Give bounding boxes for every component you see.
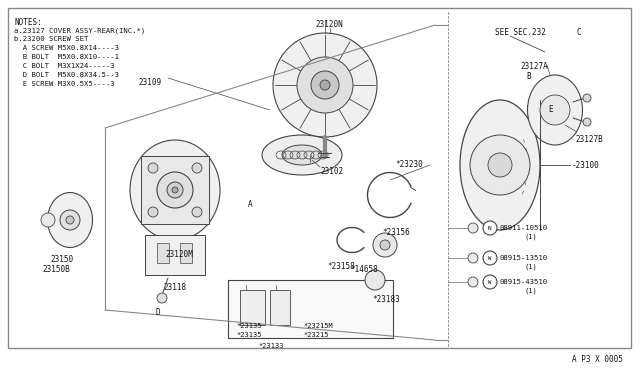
Circle shape <box>583 118 591 126</box>
Circle shape <box>192 163 202 173</box>
Circle shape <box>273 33 377 137</box>
Text: A SCREW M5X0.8X14----3: A SCREW M5X0.8X14----3 <box>14 45 119 51</box>
Polygon shape <box>345 99 368 121</box>
Circle shape <box>60 210 80 230</box>
Polygon shape <box>332 109 350 133</box>
Circle shape <box>167 182 183 198</box>
Text: 08915-13510: 08915-13510 <box>500 255 548 261</box>
Text: *23133: *23133 <box>258 343 284 349</box>
Circle shape <box>373 233 397 257</box>
Text: (1): (1) <box>525 288 538 294</box>
Text: *23135: *23135 <box>236 323 262 329</box>
Circle shape <box>311 71 339 99</box>
Circle shape <box>380 240 390 250</box>
Text: -23100: -23100 <box>572 160 600 170</box>
Text: NOTES:: NOTES: <box>14 18 42 27</box>
Circle shape <box>320 80 330 90</box>
Text: *23215: *23215 <box>303 332 328 338</box>
Circle shape <box>297 57 353 113</box>
Circle shape <box>192 207 202 217</box>
Ellipse shape <box>130 140 220 240</box>
Ellipse shape <box>527 75 582 145</box>
Text: b.23200 SCREW SET: b.23200 SCREW SET <box>14 36 88 42</box>
Text: A P3 X 0005: A P3 X 0005 <box>572 355 623 364</box>
Text: *23230: *23230 <box>395 160 423 169</box>
Polygon shape <box>282 49 305 71</box>
Ellipse shape <box>262 135 342 175</box>
Text: *14658: *14658 <box>350 265 378 274</box>
Circle shape <box>365 270 385 290</box>
Polygon shape <box>276 92 301 110</box>
Bar <box>270 290 290 325</box>
Circle shape <box>468 253 478 263</box>
Text: D: D <box>156 308 161 317</box>
Text: 08915-43510: 08915-43510 <box>500 279 548 285</box>
Bar <box>157 243 169 263</box>
Text: 23120M: 23120M <box>165 250 193 259</box>
Text: a.23127 COVER ASSY-REAR(INC.*): a.23127 COVER ASSY-REAR(INC.*) <box>14 27 145 33</box>
Text: 23150B: 23150B <box>42 265 70 274</box>
Circle shape <box>148 163 158 173</box>
Circle shape <box>470 135 530 195</box>
Circle shape <box>468 277 478 287</box>
Circle shape <box>583 94 591 102</box>
Text: N: N <box>488 225 492 231</box>
Circle shape <box>66 216 74 224</box>
Text: *23215M: *23215M <box>303 323 333 329</box>
Polygon shape <box>325 35 338 58</box>
Text: C BOLT  M3X1X24-----3: C BOLT M3X1X24-----3 <box>14 63 115 69</box>
Text: *23156: *23156 <box>382 228 410 237</box>
Text: 23120N: 23120N <box>315 20 343 29</box>
Ellipse shape <box>47 192 93 247</box>
Ellipse shape <box>460 100 540 230</box>
Circle shape <box>483 275 497 289</box>
Circle shape <box>483 221 497 235</box>
Circle shape <box>488 153 512 177</box>
Text: A: A <box>248 200 253 209</box>
Text: SEE SEC.232: SEE SEC.232 <box>495 28 546 37</box>
Bar <box>145 235 205 275</box>
Circle shape <box>41 213 55 227</box>
Polygon shape <box>349 60 373 78</box>
Text: 23127B: 23127B <box>575 135 603 144</box>
Text: (1): (1) <box>525 264 538 270</box>
Polygon shape <box>300 37 317 61</box>
Circle shape <box>157 293 167 303</box>
Text: *23158: *23158 <box>327 262 355 271</box>
Ellipse shape <box>282 145 322 165</box>
Text: 23127A: 23127A <box>520 62 548 71</box>
Text: B BOLT  M5X0.8X10----1: B BOLT M5X0.8X10----1 <box>14 54 119 60</box>
Polygon shape <box>312 112 325 135</box>
Polygon shape <box>352 85 375 98</box>
Bar <box>180 243 192 263</box>
Text: E: E <box>548 105 552 114</box>
Text: 23150: 23150 <box>50 255 73 264</box>
Text: 08911-10510: 08911-10510 <box>500 225 548 231</box>
Circle shape <box>468 223 478 233</box>
Text: E SCREW M3X0.5X5----3: E SCREW M3X0.5X5----3 <box>14 81 115 87</box>
FancyBboxPatch shape <box>141 156 209 224</box>
Circle shape <box>172 187 178 193</box>
Text: 23118: 23118 <box>163 283 186 292</box>
Text: W: W <box>488 279 492 285</box>
Polygon shape <box>275 72 298 85</box>
Bar <box>228 280 393 338</box>
Polygon shape <box>339 42 360 65</box>
Text: 23109: 23109 <box>138 78 161 87</box>
Circle shape <box>157 172 193 208</box>
Polygon shape <box>290 105 311 128</box>
Text: *23183: *23183 <box>372 295 400 304</box>
Text: *23135: *23135 <box>236 332 262 338</box>
Text: D BOLT  M5X0.8X34.5--3: D BOLT M5X0.8X34.5--3 <box>14 72 119 78</box>
Text: B: B <box>526 72 531 81</box>
Text: (1): (1) <box>525 234 538 240</box>
Text: W: W <box>488 256 492 260</box>
Text: C: C <box>577 28 582 37</box>
Text: 23102: 23102 <box>320 167 343 176</box>
Circle shape <box>540 95 570 125</box>
Circle shape <box>148 207 158 217</box>
Bar <box>240 290 265 325</box>
Circle shape <box>483 251 497 265</box>
